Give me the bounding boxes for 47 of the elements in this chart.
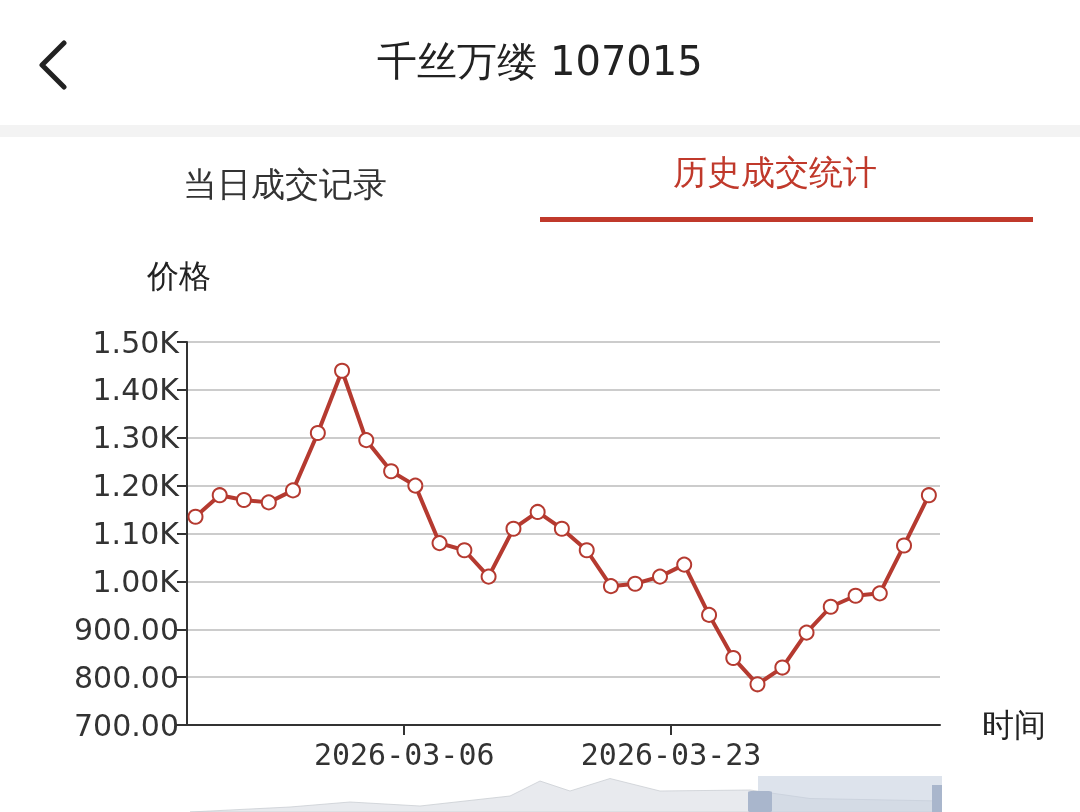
point [505, 520, 522, 537]
point [602, 578, 619, 595]
y-tick-label: 1.50K [92, 324, 181, 360]
point [725, 649, 742, 666]
point [920, 487, 937, 504]
point [896, 537, 913, 554]
point [235, 491, 252, 508]
text: 历史成交统计 [673, 151, 877, 194]
point [627, 575, 644, 592]
chart-title: 千丝万缕 107015 [376, 37, 704, 86]
y-tick-label: 800.00 [74, 659, 179, 695]
point [652, 568, 668, 585]
point [749, 676, 766, 693]
point [334, 362, 351, 379]
point [871, 585, 888, 602]
point [847, 587, 864, 604]
y-tick-label: 1.00K [92, 563, 181, 599]
y-tick-label: 1.40K [92, 372, 181, 408]
y-tick-label: 1.30K [92, 420, 181, 456]
x-axis-title: 时间 [982, 707, 1046, 743]
point [260, 494, 277, 511]
x-tick-label: 2026-03-06 [313, 736, 495, 772]
point [431, 535, 448, 552]
point [701, 606, 718, 623]
point [529, 503, 546, 520]
point [309, 424, 326, 441]
point [383, 463, 400, 480]
point [480, 568, 497, 585]
y-tick-label: 700.00 [74, 707, 179, 743]
y-tick-label: 900.00 [74, 611, 179, 647]
y-axis-title: 价格 [146, 258, 211, 294]
point [187, 508, 204, 525]
point [358, 432, 375, 449]
point [774, 659, 791, 676]
point [456, 542, 473, 559]
point [553, 520, 570, 537]
x-tick-label: 2026-03-23 [580, 736, 762, 772]
point [822, 598, 839, 615]
point [211, 487, 228, 504]
y-tick-label: 1.20K [92, 468, 181, 504]
point [798, 624, 815, 641]
point [578, 542, 595, 559]
point [407, 477, 424, 494]
text: 当日成交记录 [183, 163, 387, 206]
point [676, 556, 693, 573]
point [285, 482, 301, 499]
y-tick-label: 1.10K [92, 516, 181, 551]
